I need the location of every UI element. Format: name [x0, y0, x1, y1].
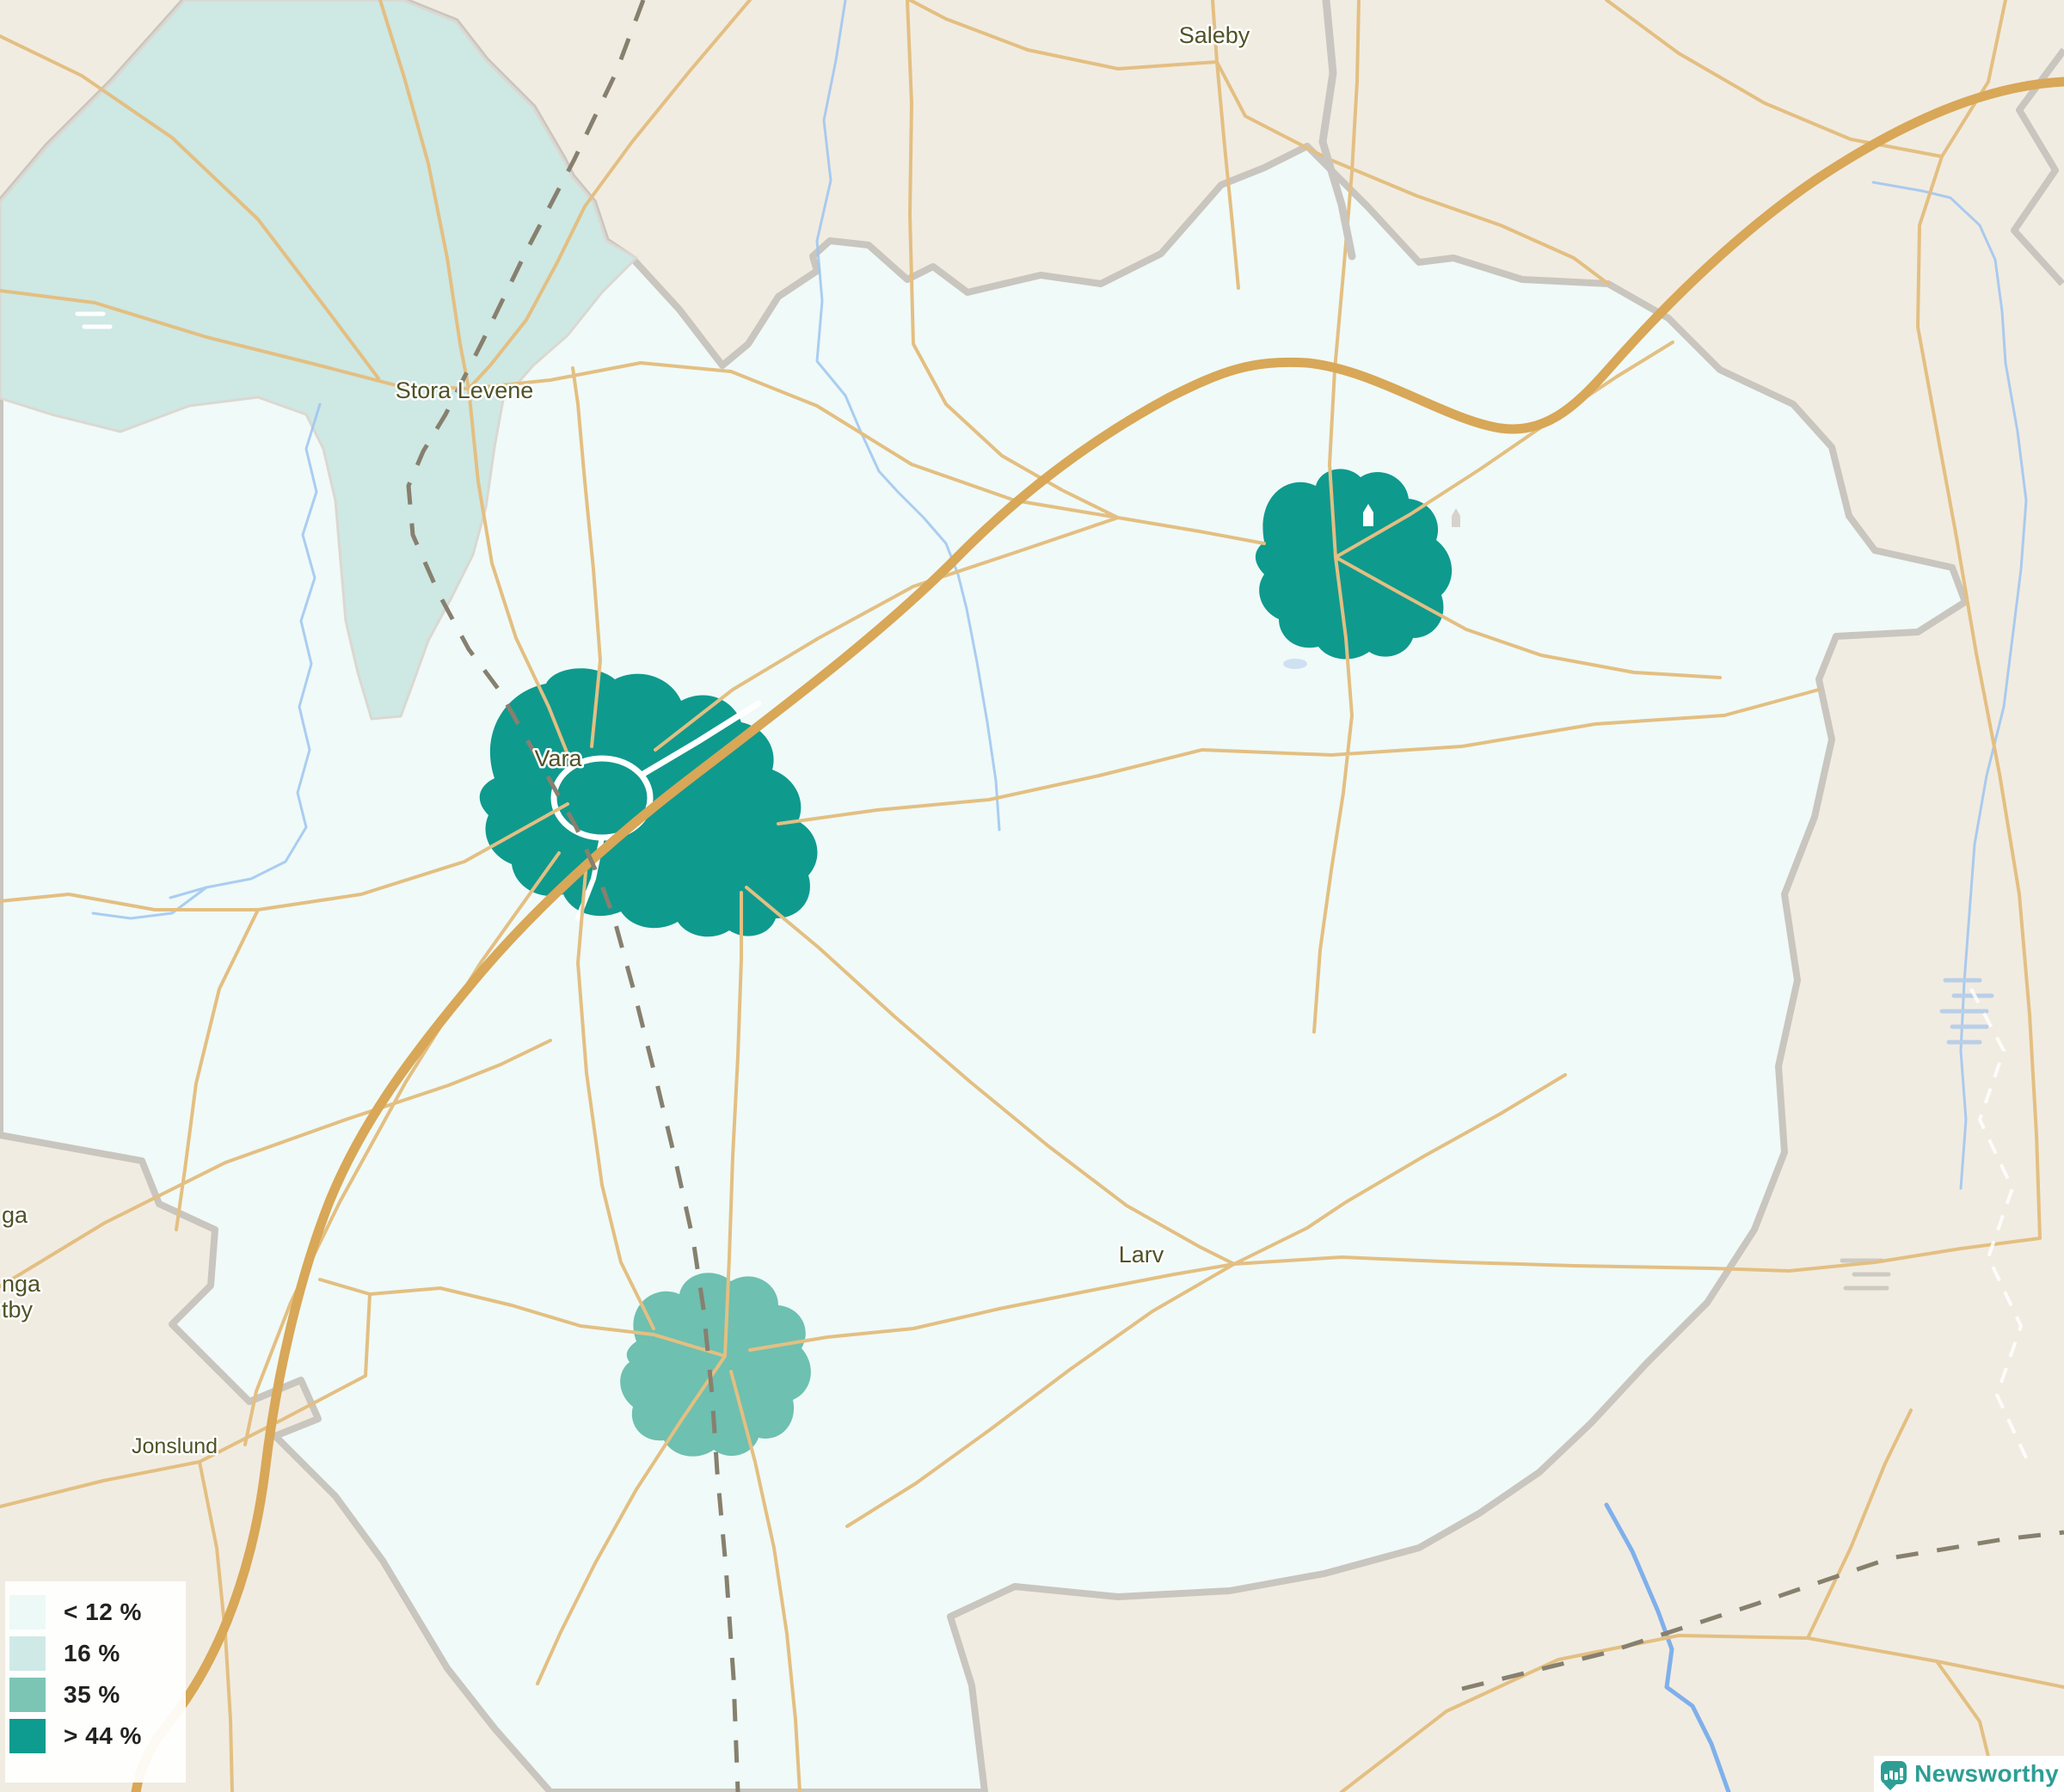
legend-swatch-16 — [9, 1636, 46, 1671]
place-label-edge-nga: nga — [2, 1271, 41, 1297]
logo-exclamation — [1900, 1767, 1904, 1780]
legend-row: 35 % — [9, 1678, 186, 1712]
place-label-edge-tby: tby — [2, 1297, 34, 1323]
small-lake — [1283, 659, 1307, 669]
church-icon-gray — [1452, 508, 1460, 527]
brand-name: Newsworthy — [1914, 1760, 2059, 1787]
place-label-edge-ga: ga — [2, 1202, 28, 1228]
railway-line-southeast — [1461, 1530, 2064, 1691]
logo-bar — [1889, 1770, 1894, 1780]
neighbour-boundary — [2011, 47, 2064, 286]
place-label-larv: Larv — [1119, 1242, 1164, 1267]
legend-swatch-gt-44 — [9, 1719, 46, 1753]
legend-label-35: 35 % — [64, 1681, 120, 1708]
legend-label-gt-44: > 44 % — [64, 1722, 142, 1749]
marsh-hatch-white — [75, 311, 113, 329]
legend-row: < 12 % — [9, 1595, 186, 1629]
legend-row: 16 % — [9, 1636, 186, 1671]
legend-label-lt-12: < 12 % — [64, 1599, 142, 1625]
railway-line — [406, 0, 740, 1792]
legend-panel: < 12 % 16 % 35 % > 44 % — [5, 1581, 186, 1783]
river-southeast — [1604, 1502, 1731, 1792]
legend-row: > 44 % — [9, 1719, 186, 1753]
river — [91, 0, 2028, 1190]
blob-south-35pct — [620, 1273, 811, 1457]
church-icon — [1363, 504, 1373, 526]
legend-label-16: 16 % — [64, 1640, 120, 1666]
place-label-vara: Vara — [534, 746, 582, 771]
attribution-badge[interactable]: Newsworthy — [1874, 1756, 2064, 1792]
blob-northeast-44pct — [1255, 469, 1453, 660]
newsworthy-logo-icon — [1881, 1760, 1907, 1784]
district-16pct — [0, 0, 638, 721]
major-highway — [131, 77, 2064, 1792]
gray-road — [1318, 0, 1356, 261]
legend-swatch-lt-12 — [9, 1595, 46, 1629]
legend-swatch-35 — [9, 1678, 46, 1712]
logo-bar — [1884, 1773, 1889, 1780]
parish-boundary — [1969, 988, 2030, 1463]
place-label-stora-levene: Stora Levene — [396, 377, 534, 403]
place-label-saleby: Saleby — [1179, 22, 1250, 48]
logo-bar — [1895, 1771, 1899, 1780]
place-label-jonslund: Jonslund — [132, 1434, 218, 1458]
